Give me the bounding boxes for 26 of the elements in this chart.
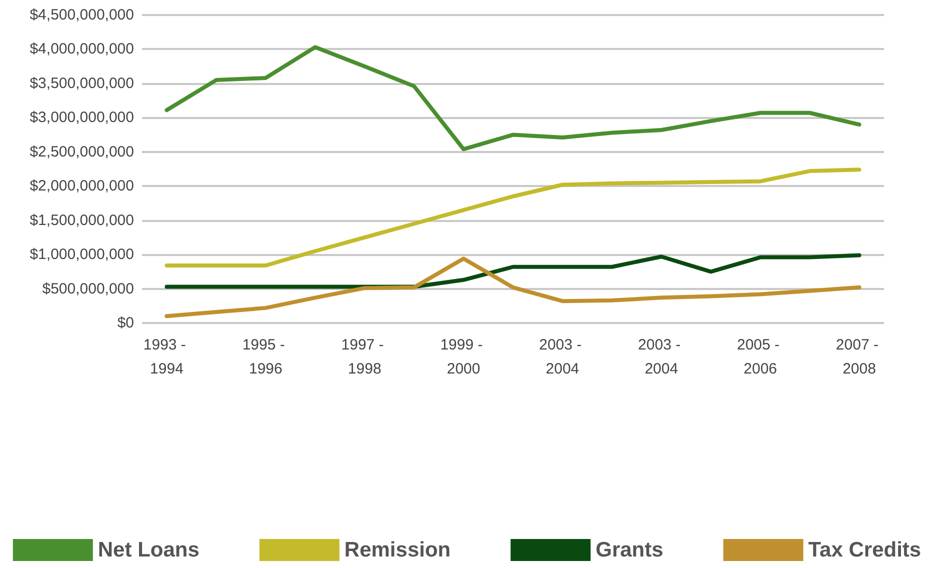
legend-label: Net Loans bbox=[98, 538, 200, 562]
y-tick-label: $500,000,000 bbox=[42, 280, 134, 298]
y-tick-label: $2,500,000,000 bbox=[30, 143, 134, 160]
x-tick-label: 2005 - 2006 bbox=[736, 336, 784, 378]
legend-label: Tax Credits bbox=[808, 538, 922, 562]
line-series bbox=[164, 253, 862, 289]
legend-label: Remission bbox=[344, 538, 451, 562]
y-tick-label: $1,000,000,000 bbox=[30, 246, 134, 264]
y-tick-label: $2,000,000,000 bbox=[30, 178, 134, 195]
legend-label: Grants bbox=[596, 538, 664, 562]
x-tick-label: 2007 - 2008 bbox=[836, 336, 883, 378]
x-tick-label: 1997 - 1998 bbox=[341, 336, 388, 378]
y-tick-label: $4,000,000,000 bbox=[30, 40, 134, 58]
line-series bbox=[164, 168, 862, 268]
line-series bbox=[164, 45, 862, 152]
x-tick-label: 2003 - 2004 bbox=[638, 336, 685, 378]
line-series bbox=[164, 256, 862, 318]
y-tick-label: $0 bbox=[117, 314, 134, 332]
x-tick-label: 1993 - 1994 bbox=[143, 336, 190, 378]
x-tick-label: 1995 - 1996 bbox=[242, 336, 290, 378]
y-tick-label: $4,500,000,000 bbox=[30, 6, 134, 24]
y-tick-label: $3,000,000,000 bbox=[30, 109, 134, 126]
y-tick-label: $1,500,000,000 bbox=[30, 212, 134, 229]
y-tick-label: $3,500,000,000 bbox=[30, 74, 134, 92]
x-tick-label: 1999 - 2000 bbox=[440, 336, 487, 378]
x-tick-label: 2003 - 2004 bbox=[539, 336, 586, 378]
